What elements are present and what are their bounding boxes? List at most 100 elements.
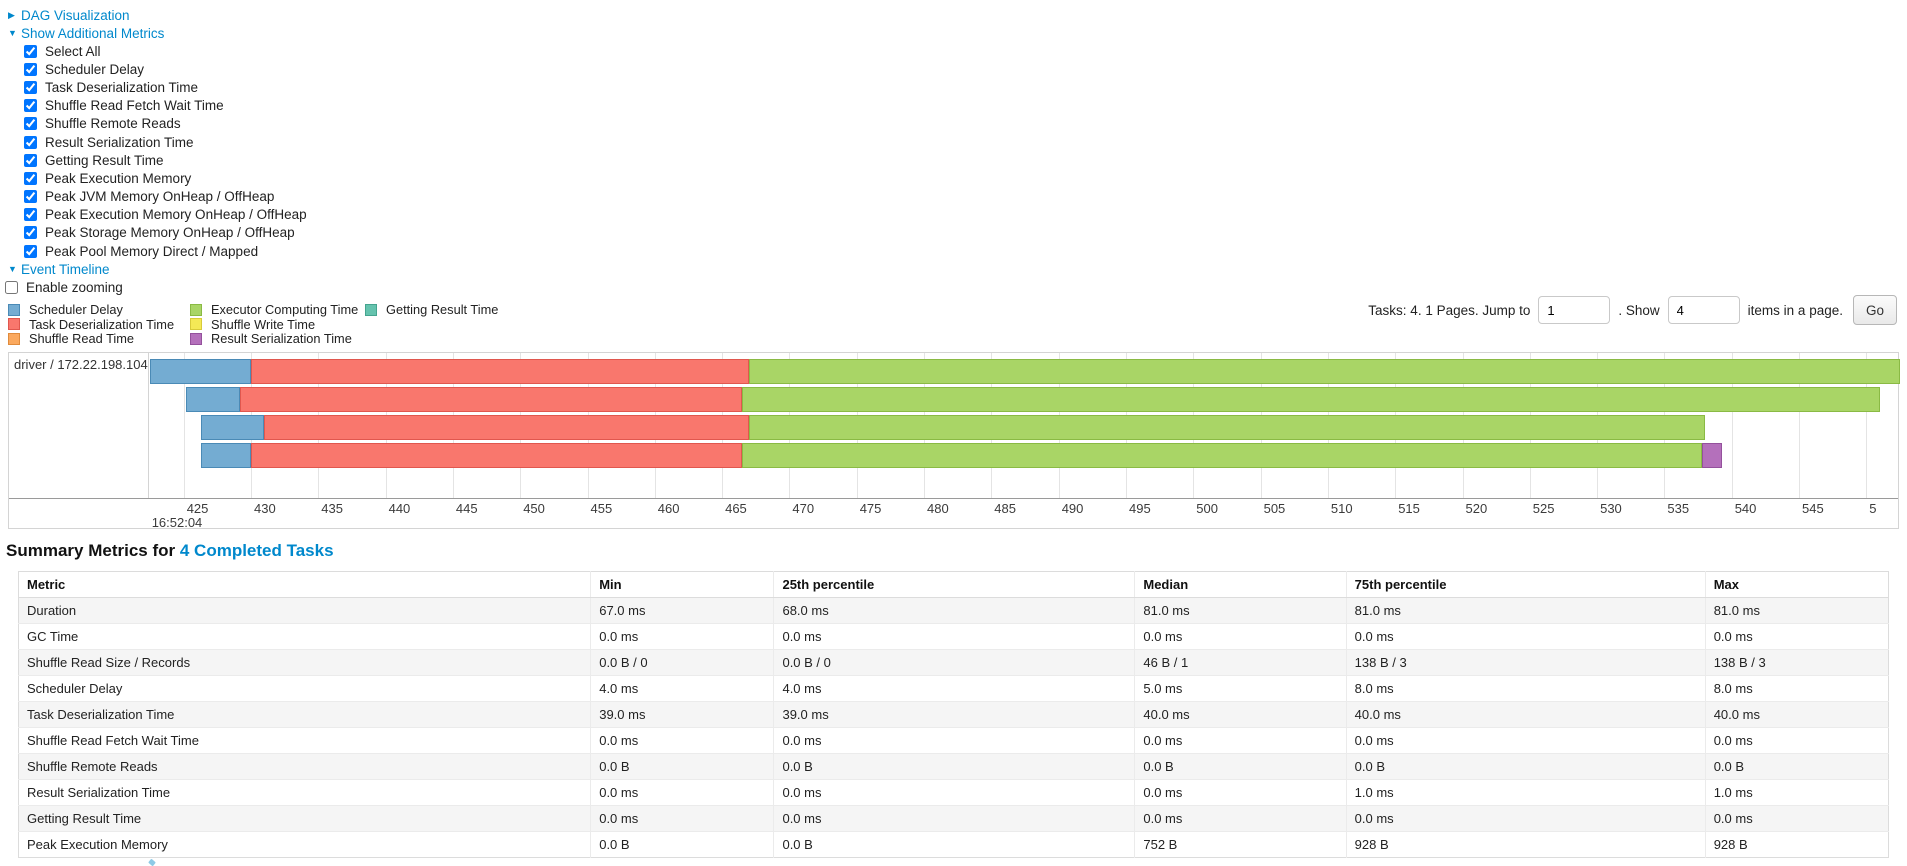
legend-column: Scheduler Delay Task Deserialization Time… [8, 302, 190, 347]
summary-table-cell: 0.0 B [1345, 753, 1706, 780]
axis-tick-label: 440 [388, 501, 411, 516]
summary-table-cell: Duration [18, 597, 591, 624]
summary-table-row: Getting Result Time 0.0 ms 0.0 ms 0.0 ms 0.0… [18, 805, 1889, 832]
summary-table-cell: 0.0 ms [590, 805, 774, 832]
task-bar-segment-executor-computing [749, 359, 1900, 384]
timeline-legend: Scheduler Delay Task Deserialization Time… [8, 302, 499, 347]
summary-table-cell: 40.0 ms [1345, 701, 1706, 728]
metric-checkbox-label: Getting Result Time [45, 152, 164, 168]
event-timeline-chart: driver / 172.22.198.104 425 16:52:04 430 43… [8, 352, 1900, 530]
legend-label: Shuffle Write Time [211, 316, 316, 332]
summary-table-cell: 752 B [1134, 831, 1347, 858]
task-bar-segment-scheduler-delay [186, 387, 241, 412]
show-additional-metrics-link[interactable]: Show Additional Metrics [21, 25, 165, 41]
executor-computing-swatch-icon [190, 303, 202, 316]
task-pagination: Tasks: 4. 1 Pages. Jump to . Show items … [1368, 295, 1897, 325]
legend-column: Executor Computing Time Shuffle Write Tim… [190, 302, 365, 347]
summary-table-cell: Shuffle Read Size / Records [18, 649, 591, 676]
summary-table-cell: 0.0 ms [1704, 805, 1889, 832]
completed-tasks-link[interactable]: 4 Completed Tasks [179, 541, 334, 560]
show-additional-metrics-toggle[interactable]: ▼ Show Additional Metrics [0, 24, 307, 42]
metric-checkbox-label: Shuffle Read Fetch Wait Time [45, 98, 224, 114]
metric-checkbox-row[interactable]: Getting Result Time [0, 151, 307, 169]
axis-tick-label: 470 [792, 501, 815, 516]
jump-to-page-input[interactable] [1538, 296, 1611, 324]
metric-checkbox[interactable] [24, 117, 37, 131]
metric-checkbox-row[interactable]: Peak JVM Memory OnHeap / OffHeap [0, 188, 307, 206]
task-bar-segment-executor-computing [749, 415, 1705, 440]
summary-column-header: 25th percentile [773, 571, 1135, 598]
summary-table-cell: 928 B [1345, 831, 1706, 858]
timeline-gridline [1799, 353, 1800, 498]
summary-table-row: Shuffle Read Size / Records 0.0 B / 0 0.0 … [18, 649, 1889, 676]
metric-checkbox[interactable] [24, 62, 37, 76]
metric-checkbox[interactable] [24, 44, 37, 58]
metric-checkbox[interactable] [24, 190, 37, 204]
summary-table-cell: Result Serialization Time [18, 779, 591, 806]
metric-checkbox-row[interactable]: Peak Pool Memory Direct / Mapped [0, 242, 307, 260]
summary-table-cell: 0.0 ms [773, 727, 1135, 754]
legend-item-executor_computing: Executor Computing Time [190, 302, 365, 318]
summary-table-cell: 0.0 ms [1345, 805, 1706, 832]
pagination-suffix-text: items in a page. [1747, 302, 1843, 318]
summary-table-row: Task Deserialization Time 39.0 ms 39.0 ms 4… [18, 701, 1889, 728]
legend-column: Getting Result Time [365, 302, 499, 347]
summary-table-row: Shuffle Read Fetch Wait Time 0.0 ms 0.0 ms… [18, 727, 1889, 754]
metric-checkbox-row[interactable]: Shuffle Remote Reads [0, 115, 307, 133]
metric-checkbox-row[interactable]: Task Deserialization Time [0, 78, 307, 96]
metric-checkbox[interactable] [24, 171, 37, 185]
axis-tick-label: 540 [1734, 501, 1757, 516]
summary-table-cell: 0.0 ms [1704, 623, 1889, 650]
metric-checkbox-row[interactable]: Result Serialization Time [0, 133, 307, 151]
summary-table-cell: 0.0 ms [1345, 623, 1706, 650]
summary-table-cell: 928 B [1704, 831, 1889, 858]
event-timeline-link[interactable]: Event Timeline [21, 261, 110, 277]
enable-zooming-checkbox[interactable] [5, 280, 18, 294]
metric-checkbox-row[interactable]: Peak Execution Memory OnHeap / OffHeap [0, 206, 307, 224]
event-timeline-toggle[interactable]: ▼ Event Timeline [0, 260, 307, 278]
summary-table-cell: 40.0 ms [1704, 701, 1889, 728]
metric-checkbox-row[interactable]: Scheduler Delay [0, 60, 307, 78]
dag-visualization-link[interactable]: DAG Visualization [21, 7, 130, 23]
summary-table-cell: 0.0 ms [1704, 727, 1889, 754]
summary-table-body: Duration 67.0 ms 68.0 ms 81.0 ms 81.0 ms 81.0… [18, 597, 1889, 858]
summary-table-cell: 0.0 ms [1134, 779, 1347, 806]
summary-column-header: Max [1704, 571, 1889, 598]
metric-checkbox-label: Peak Execution Memory [45, 170, 192, 186]
summary-table-cell: Shuffle Read Fetch Wait Time [18, 727, 591, 754]
metric-checkbox-row[interactable]: Shuffle Read Fetch Wait Time [0, 97, 307, 115]
summary-column-header: Median [1134, 571, 1347, 598]
timeline-gridline [1866, 353, 1868, 498]
metric-checkbox[interactable] [24, 99, 37, 113]
summary-table-header-row: Metric Min 25th percentile Median 75th perce… [18, 571, 1889, 598]
summary-table-cell: 0.0 B [773, 753, 1135, 780]
axis-tick-label: 485 [994, 501, 1016, 516]
items-per-page-input[interactable] [1667, 296, 1740, 324]
metric-checkbox-row[interactable]: Peak Storage Memory OnHeap / OffHeap [0, 224, 307, 242]
legend-label: Getting Result Time [386, 302, 499, 318]
summary-table-cell: 39.0 ms [773, 701, 1135, 728]
metric-checkbox-row[interactable]: Select All [0, 42, 307, 60]
legend-item-shuffle_write: Shuffle Write Time [190, 316, 365, 332]
metric-checkbox[interactable] [24, 153, 37, 167]
metric-checkbox[interactable] [24, 208, 37, 222]
summary-table-cell: 0.0 B [1704, 753, 1889, 780]
metric-checkbox-label: Shuffle Remote Reads [45, 116, 181, 132]
summary-table-cell: 0.0 B [590, 753, 774, 780]
summary-column-header: 75th percentile [1345, 571, 1706, 598]
metric-checkbox[interactable] [24, 226, 37, 240]
metric-checkbox-row[interactable]: Peak Execution Memory [0, 169, 307, 187]
task-bar-segment-task-deserialization [251, 359, 750, 384]
metric-checkbox[interactable] [24, 80, 37, 94]
metric-checkbox[interactable] [24, 135, 37, 149]
summary-table-row: Peak Execution Memory 0.0 B 0.0 B 752 B 928 … [18, 831, 1889, 858]
task-bar-segment-task-deserialization [240, 387, 743, 412]
legend-item-getting_result: Getting Result Time [365, 302, 499, 318]
axis-tick-label: 545 [1802, 501, 1824, 516]
axis-tick-label: 430 [254, 501, 276, 516]
metric-checkbox[interactable] [24, 244, 37, 258]
dag-visualization-toggle[interactable]: ▶ DAG Visualization [0, 6, 307, 24]
caret-down-icon: ▼ [8, 264, 17, 275]
legend-label: Executor Computing Time [211, 302, 359, 318]
go-button[interactable]: Go [1852, 295, 1897, 325]
